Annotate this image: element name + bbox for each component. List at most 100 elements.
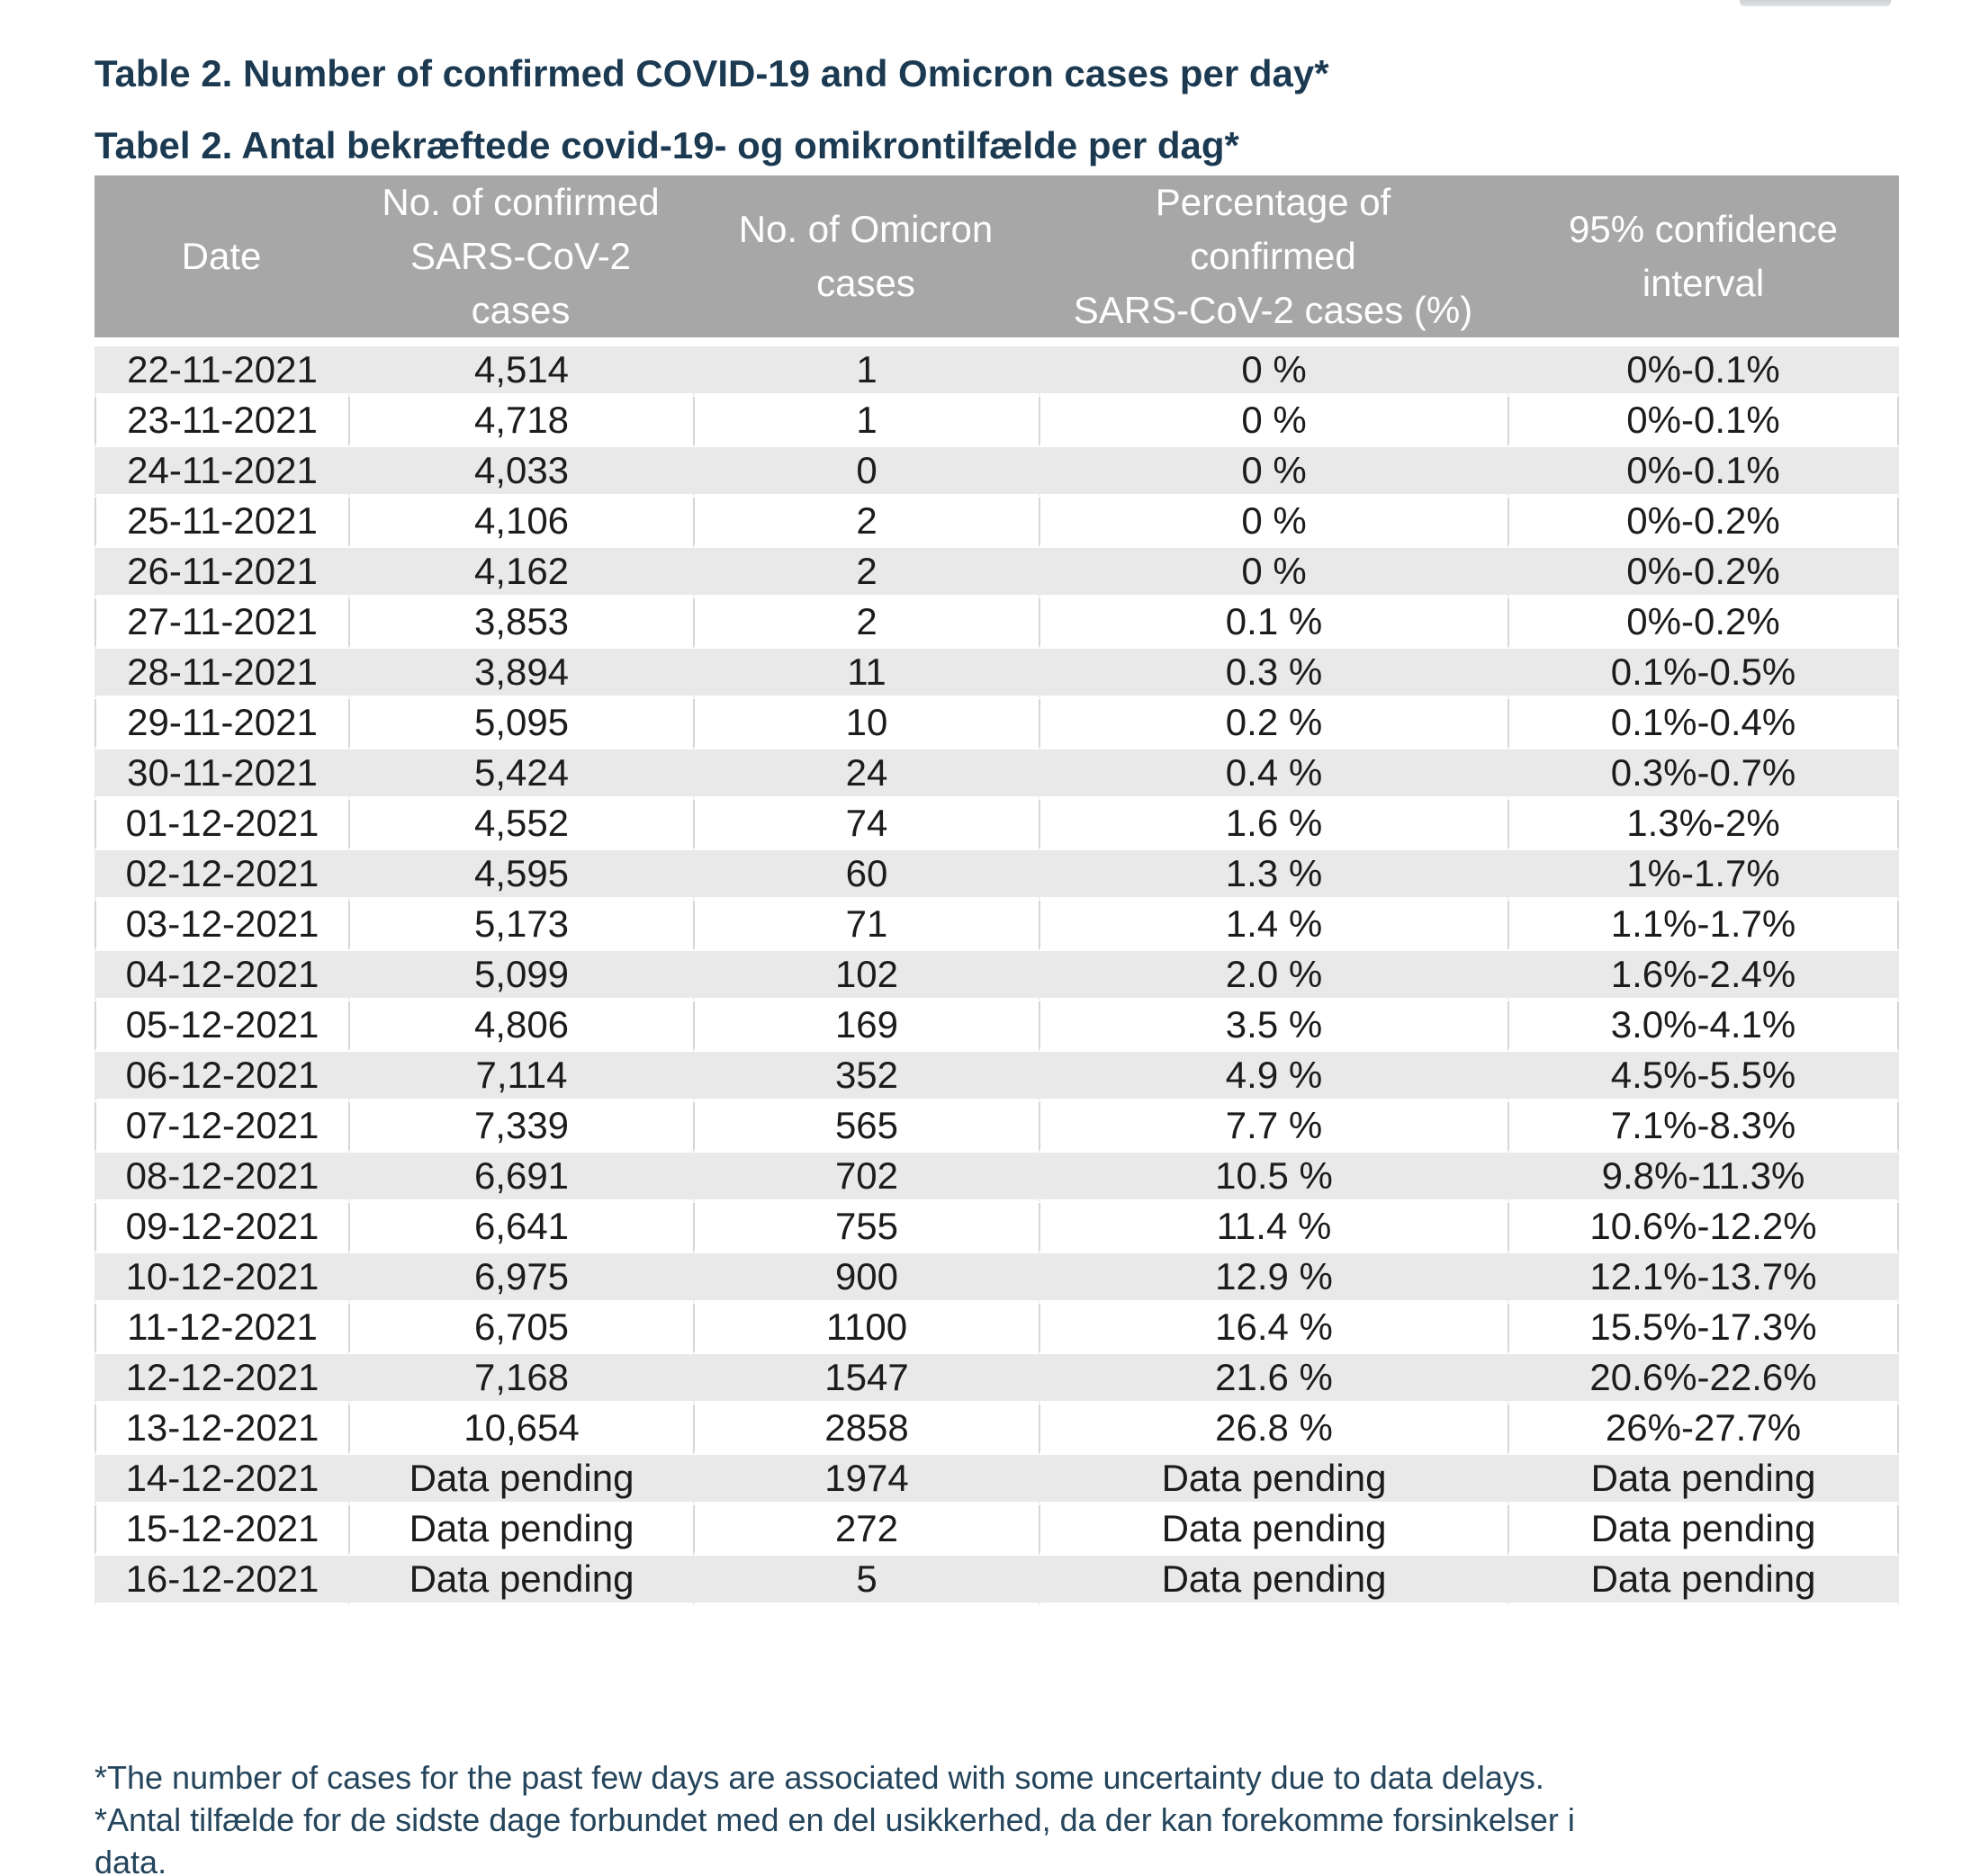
cell-confirmed-cases: 4,718 xyxy=(348,397,693,447)
table-row: 15-12-2021 Data pending 272 Data pending… xyxy=(94,1505,1899,1556)
cell-confidence-interval: 1%-1.7% xyxy=(1508,850,1899,901)
cell-percentage: 0 % xyxy=(1039,447,1508,498)
cell-percentage: 16.4 % xyxy=(1039,1304,1508,1354)
table-row: 30-11-2021 5,424 24 0.4 % 0.3%-0.7% xyxy=(94,750,1899,800)
table-row: 11-12-2021 6,705 1100 16.4 % 15.5%-17.3% xyxy=(94,1304,1899,1354)
cell-percentage: 1.6 % xyxy=(1039,800,1508,850)
table-row: 28-11-2021 3,894 11 0.3 % 0.1%-0.5% xyxy=(94,649,1899,699)
cell-percentage: 4.9 % xyxy=(1039,1052,1508,1102)
cell-percentage: 0.4 % xyxy=(1039,750,1508,800)
table-row: 06-12-2021 7,114 352 4.9 % 4.5%-5.5% xyxy=(94,1052,1899,1102)
cell-confirmed-cases: 7,168 xyxy=(348,1354,693,1405)
cell-omicron-cases: 702 xyxy=(693,1153,1039,1203)
cell-omicron-cases: 2 xyxy=(693,498,1039,548)
cell-confirmed-cases: 6,691 xyxy=(348,1153,693,1203)
cell-confirmed-cases: 7,339 xyxy=(348,1102,693,1153)
cell-percentage: Data pending xyxy=(1039,1556,1508,1606)
cell-omicron-cases: 2858 xyxy=(693,1405,1039,1455)
cell-omicron-cases: 900 xyxy=(693,1253,1039,1304)
cell-confirmed-cases: 4,514 xyxy=(348,346,693,397)
cell-confidence-interval: 0%-0.1% xyxy=(1508,397,1899,447)
cell-percentage: Data pending xyxy=(1039,1505,1508,1556)
cell-percentage: 0 % xyxy=(1039,498,1508,548)
cell-confidence-interval: 4.5%-5.5% xyxy=(1508,1052,1899,1102)
header-row: Date No. of confirmed SARS-CoV-2 cases N… xyxy=(94,175,1899,346)
table-row: 29-11-2021 5,095 10 0.2 % 0.1%-0.4% xyxy=(94,699,1899,750)
cell-date: 06-12-2021 xyxy=(94,1052,348,1102)
cell-omicron-cases: 0 xyxy=(693,447,1039,498)
cell-omicron-cases: 1 xyxy=(693,397,1039,447)
table-row: 03-12-2021 5,173 71 1.4 % 1.1%-1.7% xyxy=(94,901,1899,951)
cell-percentage: 26.8 % xyxy=(1039,1405,1508,1455)
cell-date: 10-12-2021 xyxy=(94,1253,348,1304)
cell-confirmed-cases: 5,095 xyxy=(348,699,693,750)
cell-confidence-interval: Data pending xyxy=(1508,1556,1899,1606)
cell-confidence-interval: 15.5%-17.3% xyxy=(1508,1304,1899,1354)
cell-omicron-cases: 169 xyxy=(693,1001,1039,1052)
footnotes: *The number of cases for the past few da… xyxy=(94,1756,1624,1876)
footnote-danish: *Antal tilfælde for de sidste dage forbu… xyxy=(94,1801,1575,1876)
cell-date: 09-12-2021 xyxy=(94,1203,348,1253)
cell-confirmed-cases: 3,894 xyxy=(348,649,693,699)
cell-date: 04-12-2021 xyxy=(94,951,348,1001)
cell-confirmed-cases: 5,173 xyxy=(348,901,693,951)
table-title-english: Table 2. Number of confirmed COVID-19 an… xyxy=(94,52,1329,94)
cell-confidence-interval: 1.1%-1.7% xyxy=(1508,901,1899,951)
column-header-confirmed-cases: No. of confirmed SARS-CoV-2 cases xyxy=(348,175,693,346)
cell-omicron-cases: 352 xyxy=(693,1052,1039,1102)
cell-percentage: 7.7 % xyxy=(1039,1102,1508,1153)
cell-confirmed-cases: 5,424 xyxy=(348,750,693,800)
cell-date: 13-12-2021 xyxy=(94,1405,348,1455)
footnote-english: *The number of cases for the past few da… xyxy=(94,1759,1544,1796)
table-row: 25-11-2021 4,106 2 0 % 0%-0.2% xyxy=(94,498,1899,548)
cell-confidence-interval: 10.6%-12.2% xyxy=(1508,1203,1899,1253)
cell-percentage: 2.0 % xyxy=(1039,951,1508,1001)
covid-omicron-cases-table: Date No. of confirmed SARS-CoV-2 cases N… xyxy=(94,175,1899,1606)
cell-confidence-interval: 26%-27.7% xyxy=(1508,1405,1899,1455)
cell-percentage: 12.9 % xyxy=(1039,1253,1508,1304)
cell-omicron-cases: 24 xyxy=(693,750,1039,800)
cell-confirmed-cases: 3,853 xyxy=(348,598,693,649)
cell-percentage: 0 % xyxy=(1039,346,1508,397)
cell-omicron-cases: 74 xyxy=(693,800,1039,850)
table-row: 04-12-2021 5,099 102 2.0 % 1.6%-2.4% xyxy=(94,951,1899,1001)
cell-confirmed-cases: 5,099 xyxy=(348,951,693,1001)
cell-confidence-interval: 9.8%-11.3% xyxy=(1508,1153,1899,1203)
cell-date: 12-12-2021 xyxy=(94,1354,348,1405)
cell-date: 14-12-2021 xyxy=(94,1455,348,1505)
table-row: 07-12-2021 7,339 565 7.7 % 7.1%-8.3% xyxy=(94,1102,1899,1153)
cell-confidence-interval: 0%-0.1% xyxy=(1508,346,1899,397)
cell-omicron-cases: 1547 xyxy=(693,1354,1039,1405)
table-row: 24-11-2021 4,033 0 0 % 0%-0.1% xyxy=(94,447,1899,498)
cropped-ui-fragment[interactable] xyxy=(1740,0,1891,6)
cell-date: 30-11-2021 xyxy=(94,750,348,800)
table-row: 02-12-2021 4,595 60 1.3 % 1%-1.7% xyxy=(94,850,1899,901)
cell-confirmed-cases: 10,654 xyxy=(348,1405,693,1455)
cell-percentage: 0.3 % xyxy=(1039,649,1508,699)
cell-confirmed-cases: Data pending xyxy=(348,1455,693,1505)
cell-date: 08-12-2021 xyxy=(94,1153,348,1203)
table-row: 26-11-2021 4,162 2 0 % 0%-0.2% xyxy=(94,548,1899,598)
cell-confirmed-cases: 4,162 xyxy=(348,548,693,598)
cell-confidence-interval: 0.1%-0.5% xyxy=(1508,649,1899,699)
cell-date: 11-12-2021 xyxy=(94,1304,348,1354)
cell-date: 07-12-2021 xyxy=(94,1102,348,1153)
cell-date: 29-11-2021 xyxy=(94,699,348,750)
cell-percentage: 3.5 % xyxy=(1039,1001,1508,1052)
cell-confidence-interval: 0%-0.2% xyxy=(1508,548,1899,598)
cell-percentage: 11.4 % xyxy=(1039,1203,1508,1253)
cell-date: 28-11-2021 xyxy=(94,649,348,699)
cell-date: 16-12-2021 xyxy=(94,1556,348,1606)
cell-date: 02-12-2021 xyxy=(94,850,348,901)
column-header-percentage: Percentage of confirmed SARS-CoV-2 cases… xyxy=(1039,175,1508,346)
table-row: 13-12-2021 10,654 2858 26.8 % 26%-27.7% xyxy=(94,1405,1899,1455)
cell-date: 26-11-2021 xyxy=(94,548,348,598)
cell-confidence-interval: Data pending xyxy=(1508,1505,1899,1556)
cell-confidence-interval: 1.6%-2.4% xyxy=(1508,951,1899,1001)
cell-date: 15-12-2021 xyxy=(94,1505,348,1556)
column-header-confidence-interval: 95% confidence interval xyxy=(1508,175,1899,346)
cell-percentage: 0 % xyxy=(1039,548,1508,598)
cell-confidence-interval: 1.3%-2% xyxy=(1508,800,1899,850)
cell-confidence-interval: 0%-0.1% xyxy=(1508,447,1899,498)
